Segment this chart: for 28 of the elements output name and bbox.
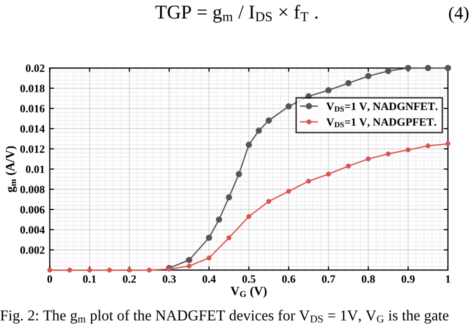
legend-label: V$_{DS}$=1 V, NADGNFET. — [326, 102, 438, 112]
y-tick-label: 0.006 — [20, 206, 45, 214]
x-tick-label: 1 — [446, 275, 450, 283]
y-axis-title: g$_{m}$ (A/V) — [6, 146, 17, 192]
x-tick-label: 0.4 — [202, 275, 216, 283]
x-tick-label: 0.6 — [282, 275, 296, 283]
x-tick-label: 0 — [47, 275, 52, 283]
x-tick-label: 0.5 — [242, 275, 256, 283]
x-tick-label: 0.9 — [402, 275, 415, 283]
text: TGP = g$_{m}$ / I$_{DS}$ × f$_{T}$ . — [155, 4, 318, 23]
x-tick-label: 0.3 — [162, 275, 176, 283]
x-tick-label: 0.1 — [83, 275, 96, 283]
text: (4) — [449, 6, 468, 23]
y-tick-label: 0.01 — [26, 166, 44, 174]
y-tick-label: 0.008 — [20, 186, 45, 194]
y-tick-label: 0.016 — [20, 104, 45, 112]
y-tick-label: 0.012 — [20, 145, 44, 153]
x-tick-label: 0.8 — [362, 275, 375, 283]
y-tick-label: 0.018 — [20, 84, 45, 92]
y-tick-label: 0.002 — [20, 246, 44, 254]
legend-label: V$_{DS}$=1 V, NADGPFET. — [326, 118, 436, 128]
x-tick-label: 0.2 — [122, 275, 136, 283]
caption: Fig. 2: The g$_{m}$ plot of the NADGFET devices for V$_{DS}$ = 1V, V$_{G}$ is the gate — [0, 310, 448, 324]
x-tick-label: 0.7 — [322, 275, 336, 283]
y-tick-label: 0.02 — [26, 64, 44, 72]
y-tick-label: 0.004 — [20, 226, 45, 234]
y-tick-label: 0.014 — [20, 125, 45, 133]
x-axis-title: V$_{G}$ (V) — [230, 286, 267, 298]
